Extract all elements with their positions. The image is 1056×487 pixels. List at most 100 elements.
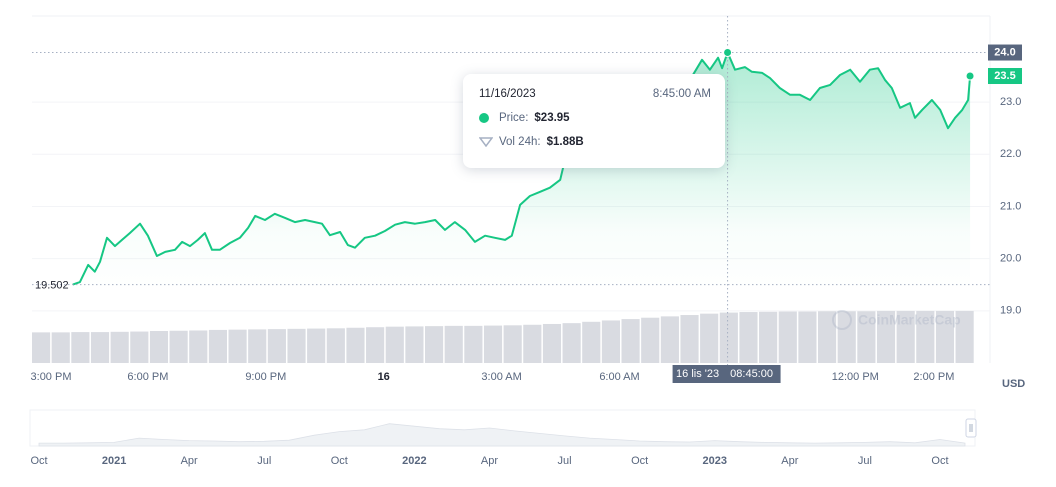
navigator-label: Apr: [481, 455, 498, 467]
volume-bar: [32, 332, 51, 363]
start-label: 19.502: [35, 280, 69, 292]
tooltip-value: $1.88B: [546, 136, 584, 148]
navigator-area: [38, 423, 966, 447]
volume-bar: [228, 329, 247, 363]
watermark: CoinMarketCap: [832, 310, 961, 330]
watermark-text: CoinMarketCap: [858, 312, 961, 328]
volume-bar: [90, 332, 110, 363]
volume-bar: [582, 321, 601, 363]
volume-bar: [71, 332, 90, 363]
navigator-label: Oct: [30, 455, 47, 467]
price-icon: [479, 113, 489, 123]
volume-icon: [479, 137, 493, 147]
x-tick-label: 3:00 AM: [481, 371, 521, 383]
y-tick-label: 21.0: [1000, 200, 1021, 212]
volume-bar: [464, 325, 483, 363]
x-tick-label: 6:00 AM: [599, 371, 639, 383]
volume-bar: [759, 311, 778, 363]
watermark-logo: [832, 310, 852, 330]
price-label: 23.5: [994, 70, 1015, 82]
volume-bar: [366, 327, 385, 363]
volume-bar: [542, 323, 562, 363]
crosshair-dot: [723, 48, 733, 58]
navigator-label: 2021: [102, 455, 126, 467]
crosshair-x-time: 08:45:00: [730, 368, 773, 380]
x-tick-label: 3:00 PM: [31, 371, 72, 383]
crosshair-x-box: [672, 365, 781, 383]
x-tick-label: 9:00 PM: [245, 371, 286, 383]
volume-bar: [798, 311, 817, 363]
volume-bar: [346, 327, 365, 363]
volume-bar: [641, 317, 660, 363]
y-tick-label: 22.0: [1000, 148, 1021, 160]
volume-bar: [169, 330, 188, 363]
volume-bar: [700, 313, 719, 363]
volume-bar: [503, 325, 522, 363]
navigator-label: Jul: [858, 455, 872, 467]
navigator-label: Oct: [931, 455, 948, 467]
navigator-label: Oct: [331, 455, 348, 467]
crosshair-y-box: [988, 44, 1022, 61]
volume-bar: [523, 324, 542, 363]
y-tick-label: 23.0: [1000, 96, 1021, 108]
volume-bar: [405, 326, 424, 363]
navigator-label: 2023: [702, 455, 726, 467]
tooltip-value: $23.95: [534, 112, 570, 124]
volume-bar: [425, 326, 444, 363]
tooltip-label: Price:: [499, 112, 529, 124]
navigator-label: Apr: [781, 455, 798, 467]
volume-bar: [719, 312, 738, 363]
currency: USD: [1002, 378, 1025, 390]
volume-bar: [189, 330, 208, 363]
volume-bar: [837, 311, 856, 363]
volume-bar: [149, 331, 169, 363]
crosshair-x-date: 16 lis '23: [676, 368, 719, 380]
crosshair-y-label: 24.0: [994, 46, 1015, 58]
volume-bar: [267, 329, 286, 363]
volume-bar: [326, 328, 345, 363]
volume-bar: [916, 310, 935, 363]
price-line: [72, 51, 972, 286]
volume-bar: [385, 326, 404, 363]
volume-bar: [778, 311, 797, 363]
tooltip-row: Price: $23.95: [479, 112, 570, 124]
volume-bar: [562, 323, 581, 363]
y-tick-label: 19.0: [1000, 305, 1021, 317]
volume-bar: [444, 325, 463, 363]
volume-bar: [51, 332, 70, 363]
volume-bar: [739, 312, 758, 363]
price-box: [988, 68, 1022, 85]
volume-bar: [857, 311, 876, 363]
navigator-label: 2022: [402, 455, 426, 467]
area: [72, 52, 971, 290]
tooltip-time: 8:45:00 AM: [652, 88, 711, 100]
volume-bar: [660, 316, 679, 363]
volume-bar: [208, 329, 227, 363]
tooltip-label: Vol 24h:: [499, 136, 541, 148]
last-dot: [965, 71, 975, 81]
volume-bar: [955, 310, 974, 363]
volume-bar: [130, 331, 149, 363]
tooltip-date: 11/16/2023: [479, 88, 536, 100]
navigator-label: Oct: [631, 455, 648, 467]
volume-bar: [307, 328, 326, 363]
volume-bar: [876, 310, 896, 363]
x-tick-label: 2:00 PM: [913, 371, 954, 383]
navigator-label: Jul: [257, 455, 271, 467]
navigator-label: Apr: [181, 455, 198, 467]
x-tick-label: 16: [378, 371, 390, 383]
volume-bar: [680, 315, 699, 363]
volume-bar: [896, 310, 915, 363]
volume-bar: [110, 331, 129, 363]
volume-bar: [935, 310, 955, 363]
volume-bar: [818, 311, 837, 363]
tooltip-row: Vol 24h: $1.88B: [479, 136, 584, 148]
volume-bar: [248, 329, 267, 363]
volume-bar: [287, 328, 306, 363]
navigator-label: Jul: [558, 455, 572, 467]
tooltip: 11/16/2023 8:45:00 AM Price: $23.95 Vol 2…: [463, 74, 725, 168]
volume-bar: [601, 320, 620, 363]
navigator-handle[interactable]: [965, 418, 977, 438]
